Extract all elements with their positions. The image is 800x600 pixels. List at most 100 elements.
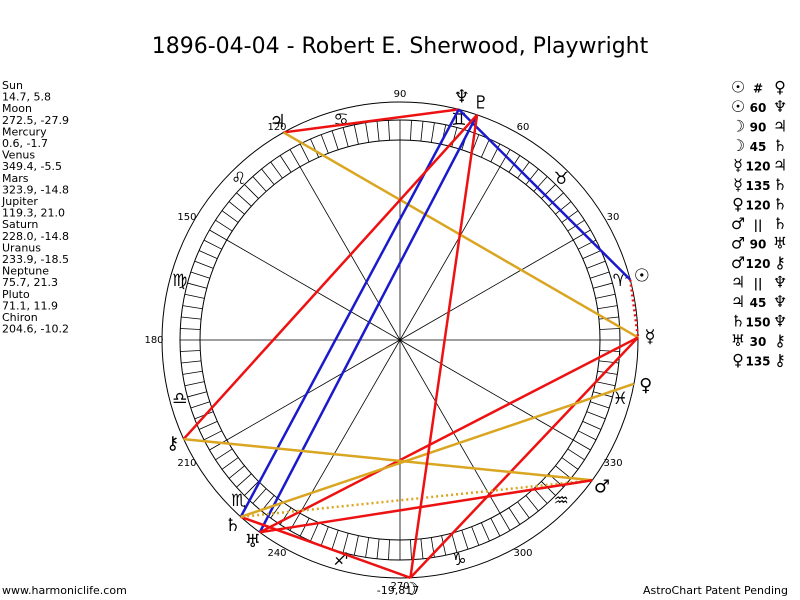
band-tick <box>517 161 530 179</box>
band-tick <box>582 420 602 430</box>
zodiac-sign: ♎ <box>172 389 187 409</box>
planet-glyph: ☉ <box>634 266 650 287</box>
band-tick <box>441 535 447 556</box>
aspect-planet-b: ♄ <box>773 214 787 233</box>
band-tick <box>548 192 564 207</box>
aspect-planet-b: ♄ <box>773 195 787 214</box>
planet-glyph: ♆ <box>454 87 470 108</box>
band-tick <box>252 176 267 192</box>
planet-position: 14.7, 5.8 <box>2 91 51 104</box>
aspect-line <box>283 108 459 134</box>
band-tick <box>555 201 572 215</box>
band-tick <box>480 522 490 542</box>
aspect-planet-b: ♅ <box>773 234 787 253</box>
planet-position: 349.4, -5.5 <box>2 160 62 173</box>
degree-label: 180 <box>144 335 163 346</box>
band-tick <box>595 293 616 299</box>
band-tick <box>595 381 616 387</box>
zodiac-sign: ♒ <box>554 491 569 511</box>
planet-name: Pluto <box>2 288 30 301</box>
degree-label: 300 <box>513 548 532 559</box>
aspect-line <box>183 437 593 482</box>
band-tick <box>590 401 610 409</box>
aspect-kind: || <box>754 277 763 291</box>
planet-glyph: ♅ <box>245 531 261 552</box>
zodiac-sign: ♍ <box>172 271 187 291</box>
planet-glyph: ☿ <box>644 326 655 347</box>
aspect-kind: 150 <box>745 316 770 330</box>
band-tick <box>541 184 556 199</box>
degree-label: 210 <box>177 458 196 469</box>
aspect-line <box>409 114 479 578</box>
planet-name: Mercury <box>2 125 47 138</box>
band-tick <box>180 328 201 330</box>
band-tick <box>228 465 245 479</box>
band-tick <box>471 526 480 546</box>
band-tick <box>517 501 530 519</box>
band-tick <box>525 168 539 185</box>
planet-position: 204.6, -10.2 <box>2 323 69 336</box>
aspect-planet-a: ☉ <box>731 97 745 116</box>
aspect-kind: || <box>754 218 763 232</box>
zodiac-sign: ♓ <box>613 389 628 409</box>
spoke <box>226 239 401 341</box>
band-tick <box>310 522 320 542</box>
planet-name: Mars <box>2 172 29 185</box>
band-tick <box>376 121 380 142</box>
degree-label: 270 <box>390 581 409 592</box>
band-tick <box>590 271 610 279</box>
band-tick <box>203 239 222 250</box>
band-tick <box>365 537 370 558</box>
planet-position: 0.6, -1.7 <box>2 137 48 150</box>
aspect-planet-a: ☽ <box>731 136 745 155</box>
zodiac-sign: ♉ <box>554 169 569 189</box>
aspect-kind: 45 <box>750 296 767 310</box>
band-tick <box>320 134 329 154</box>
band-tick <box>228 201 245 215</box>
band-tick <box>480 138 490 158</box>
planet-glyph: ♃ <box>270 111 286 132</box>
band-tick <box>430 122 435 143</box>
aspect-kind: 120 <box>745 199 770 213</box>
band-tick <box>461 530 469 550</box>
band-tick <box>320 526 329 546</box>
band-tick <box>525 495 539 512</box>
aspect-line <box>240 478 593 519</box>
zodiac-sign: ♑ <box>451 550 466 570</box>
band-tick <box>586 260 606 269</box>
aspect-planet-a: ☿ <box>733 175 743 194</box>
band-tick <box>198 420 218 430</box>
band-tick <box>593 282 613 289</box>
website: www.harmoniclife.com <box>2 584 127 597</box>
band-tick <box>244 184 259 199</box>
aspect-planet-b: ♆ <box>773 292 787 311</box>
band-tick <box>209 229 227 241</box>
planet-name: Venus <box>2 149 35 162</box>
aspect-planet-b: ♃ <box>773 117 787 136</box>
aspect-planet-a: ♄ <box>731 312 745 331</box>
degree-label: 150 <box>177 212 196 223</box>
aspect-planet-b: ⚷ <box>774 253 786 272</box>
aspect-planet-a: ☿ <box>733 156 743 175</box>
band-tick <box>508 507 521 525</box>
band-tick <box>190 271 210 279</box>
band-tick <box>215 219 233 232</box>
aspect-kind: 135 <box>745 355 770 369</box>
planet-position: 75.7, 21.3 <box>2 276 58 289</box>
band-tick <box>190 401 210 409</box>
planet-position: 71.1, 11.9 <box>2 299 58 312</box>
aspect-line <box>182 113 479 440</box>
band-tick <box>388 120 390 141</box>
notice: AstroChart Patent Pending <box>643 584 788 597</box>
degree-label: 120 <box>267 122 286 133</box>
band-tick <box>299 143 310 162</box>
aspect-planet-a: ☽ <box>731 117 745 136</box>
title: 1896-04-04 - Robert E. Sherwood, Playwri… <box>152 34 649 59</box>
aspect-planet-b: ♆ <box>773 312 787 331</box>
spoke <box>226 339 401 441</box>
spoke <box>399 339 501 514</box>
planet-position: 272.5, -27.9 <box>2 114 69 127</box>
aspect-planet-a: ♃ <box>731 273 745 292</box>
band-tick <box>209 439 227 451</box>
